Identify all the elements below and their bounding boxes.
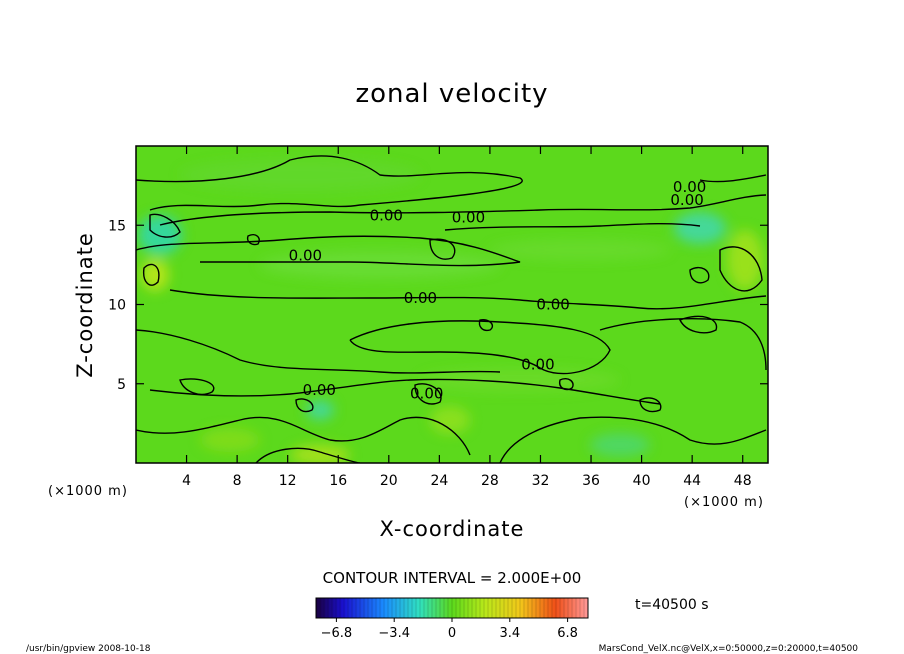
y-unit-label: (×1000 m) [48, 484, 128, 499]
y-tick-label: 10 [108, 298, 126, 314]
y-tick-label: 5 [117, 377, 126, 393]
field-shading [138, 159, 763, 463]
contour-label: 0.00 [536, 296, 569, 314]
colorbar-stripes [319, 598, 585, 618]
colorbar-gradient [316, 598, 588, 618]
contour-label: 0.00 [289, 246, 322, 264]
contour-label: 0.00 [370, 207, 403, 225]
time-label: t=40500 s [635, 597, 709, 613]
x-axis-label: X-coordinate [380, 517, 525, 541]
x-tick-label: 36 [582, 473, 600, 489]
x-tick-label: 44 [683, 473, 701, 489]
y-ticks: 5 10 15 [108, 218, 768, 393]
contour-label: 0.00 [410, 384, 443, 402]
y-axis-label: Z-coordinate [73, 232, 97, 378]
x-unit-label: (×1000 m) [684, 495, 764, 510]
contour-lines [136, 155, 767, 463]
x-tick-label: 20 [380, 473, 398, 489]
x-tick-label: 40 [633, 473, 651, 489]
colorbar-tick-label: 6.8 [557, 626, 578, 641]
footer-data-source: MarsCond_VelX.nc@VelX,x=0:50000,z=0:2000… [599, 644, 859, 654]
x-tick-label: 16 [329, 473, 347, 489]
x-tick-label: 24 [430, 473, 448, 489]
contour-labels: 0.00 0.000.000.000.000.00 0.000.000.00 0.00 [289, 178, 707, 402]
plot-area: 0.00 0.000.000.000.000.00 0.000.000.00 0.00… [108, 145, 769, 489]
contour-label: 0.00 [303, 381, 336, 399]
contour-interval-label: CONTOUR INTERVAL = 2.000E+00 [323, 569, 582, 587]
colorbar-tick-label: −3.4 [378, 626, 410, 641]
x-ticks: 4 8 12 16 20 24 28 32 36 40 44 48 [182, 146, 752, 489]
x-tick-label: 4 [182, 473, 191, 489]
colorbar-tick-label: 0 [448, 626, 456, 641]
chart-title: zonal velocity [355, 79, 548, 109]
contour-label: 0.00 [673, 178, 706, 196]
contour-label: 0.00 [404, 289, 437, 307]
y-tick-label: 15 [108, 218, 126, 234]
footer-program: /usr/bin/gpview 2008-10-18 [26, 644, 151, 654]
colorbar-ticks: −6.8 −3.4 0 3.4 6.8 [321, 618, 578, 641]
colorbar: −6.8 −3.4 0 3.4 6.8 [315, 597, 589, 641]
x-tick-label: 8 [233, 473, 242, 489]
x-tick-label: 28 [481, 473, 499, 489]
x-tick-label: 12 [279, 473, 297, 489]
x-tick-label: 48 [734, 473, 752, 489]
contour-label: 0.00 [452, 208, 485, 226]
contour-label: 0.00 [670, 191, 703, 209]
x-tick-label: 32 [532, 473, 550, 489]
colorbar-tick-label: −6.8 [321, 626, 353, 641]
contour-label: 0.00 [521, 356, 554, 374]
colorbar-tick-label: 3.4 [499, 626, 520, 641]
